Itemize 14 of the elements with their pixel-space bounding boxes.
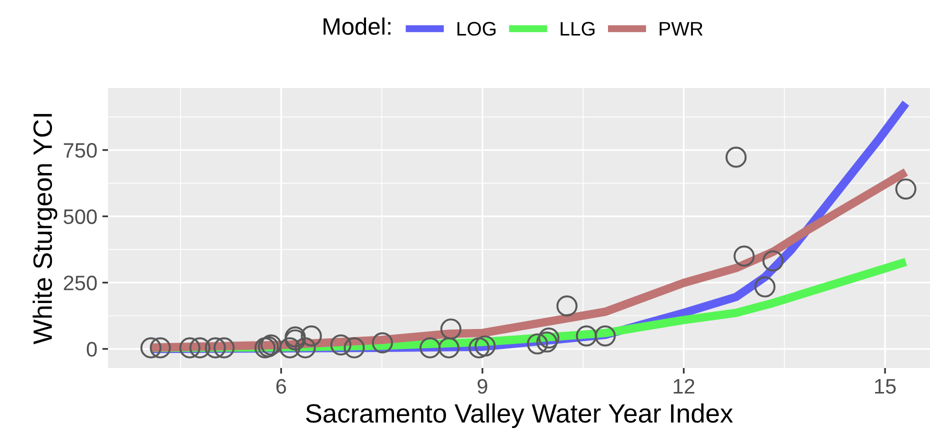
y-axis-title: White Sturgeon YCI xyxy=(32,114,58,344)
y-tick-label: 0 xyxy=(86,342,97,357)
legend-title: Model: xyxy=(324,18,390,35)
x-tick-label: 12 xyxy=(674,378,694,394)
x-tick-label: 6 xyxy=(276,378,286,394)
y-tick-label: 250 xyxy=(64,276,97,290)
legend-label: LOG xyxy=(457,22,496,36)
legend-label: PWR xyxy=(660,22,703,36)
x-tick-label: 9 xyxy=(478,378,488,394)
legend-label: LLG xyxy=(560,22,594,36)
x-tick-label: 15 xyxy=(875,379,896,394)
x-axis-title: Sacramento Valley Water Year Index xyxy=(306,403,733,428)
y-tick-label: 500 xyxy=(64,209,97,224)
y-tick-label: 750 xyxy=(64,143,97,158)
